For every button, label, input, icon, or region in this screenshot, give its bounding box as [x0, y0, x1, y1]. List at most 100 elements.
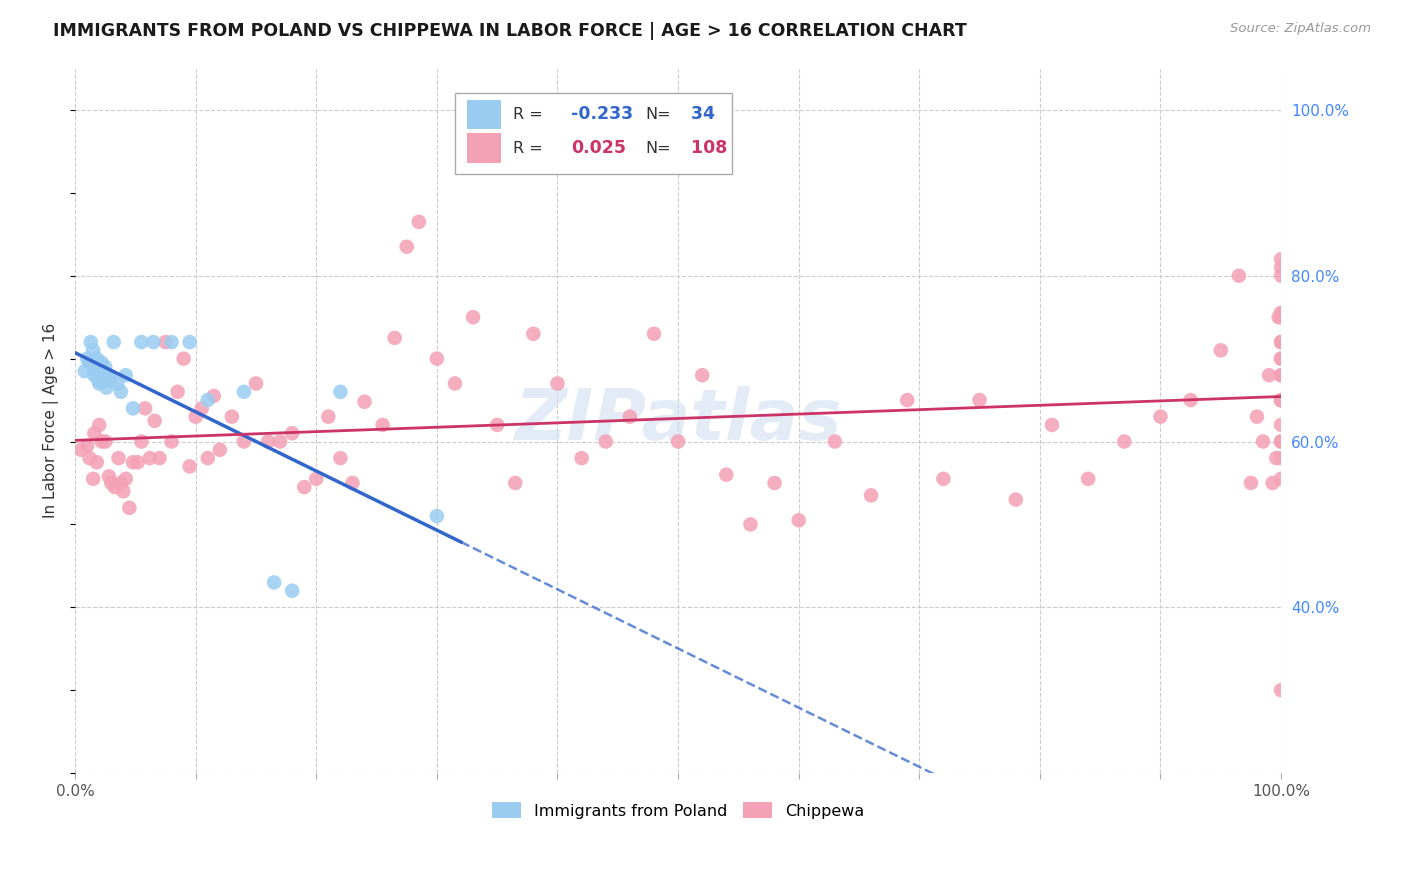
Point — [179, 334, 201, 349]
Point — [94, 359, 117, 374]
Point — [1258, 368, 1281, 383]
Text: 108: 108 — [685, 139, 728, 157]
Point — [96, 381, 118, 395]
Point — [1270, 472, 1292, 486]
Text: -0.233: -0.233 — [571, 105, 633, 123]
Point — [97, 469, 120, 483]
Point — [122, 401, 145, 416]
Point — [94, 434, 117, 449]
Point — [1040, 417, 1063, 432]
Point — [118, 500, 141, 515]
Point — [232, 384, 254, 399]
Text: ZIPatlas: ZIPatlas — [515, 386, 842, 455]
Point — [263, 575, 285, 590]
Point — [1004, 492, 1026, 507]
Point — [89, 376, 111, 391]
Point — [1270, 393, 1292, 408]
Point — [426, 509, 449, 524]
Point — [896, 393, 918, 408]
Point — [202, 389, 225, 403]
Point — [100, 475, 122, 490]
Point — [114, 472, 136, 486]
Point — [1114, 434, 1136, 449]
Point — [221, 409, 243, 424]
Y-axis label: In Labor Force | Age > 16: In Labor Force | Age > 16 — [44, 323, 59, 518]
Point — [1270, 351, 1292, 366]
Point — [547, 376, 569, 391]
Point — [131, 434, 153, 449]
Text: 0.025: 0.025 — [571, 139, 626, 157]
Point — [83, 426, 105, 441]
Point — [643, 326, 665, 341]
Point — [595, 434, 617, 449]
Text: 34: 34 — [685, 105, 716, 123]
Point — [112, 484, 135, 499]
Point — [166, 384, 188, 399]
Point — [1270, 393, 1292, 408]
Point — [305, 472, 328, 486]
Point — [90, 356, 112, 370]
Point — [127, 455, 149, 469]
Point — [1270, 306, 1292, 320]
Point — [82, 343, 104, 358]
Point — [444, 376, 467, 391]
Point — [969, 393, 991, 408]
Point — [522, 326, 544, 341]
Point — [70, 442, 93, 457]
FancyBboxPatch shape — [467, 100, 501, 129]
Point — [107, 451, 129, 466]
Point — [395, 240, 418, 254]
Legend: Immigrants from Poland, Chippewa: Immigrants from Poland, Chippewa — [486, 796, 870, 825]
Point — [103, 334, 125, 349]
Point — [342, 475, 364, 490]
Point — [114, 368, 136, 383]
Point — [82, 359, 104, 374]
Point — [408, 215, 430, 229]
Point — [142, 334, 165, 349]
Point — [110, 475, 132, 490]
Point — [666, 434, 689, 449]
Point — [79, 451, 101, 466]
Point — [179, 459, 201, 474]
Text: R =: R = — [513, 107, 543, 122]
Point — [110, 384, 132, 399]
Point — [86, 455, 108, 469]
FancyBboxPatch shape — [456, 93, 733, 174]
Text: N=: N= — [645, 107, 671, 122]
Point — [160, 434, 183, 449]
Text: IMMIGRANTS FROM POLAND VS CHIPPEWA IN LABOR FORCE | AGE > 16 CORRELATION CHART: IMMIGRANTS FROM POLAND VS CHIPPEWA IN LA… — [53, 22, 967, 40]
Point — [91, 375, 114, 389]
Point — [197, 393, 219, 408]
Point — [80, 334, 103, 349]
Point — [1077, 472, 1099, 486]
Point — [619, 409, 641, 424]
Point — [1270, 351, 1292, 366]
Point — [932, 472, 955, 486]
Point — [292, 480, 315, 494]
Point — [143, 414, 166, 428]
Point — [281, 583, 304, 598]
Point — [1270, 268, 1292, 283]
Point — [86, 364, 108, 378]
Point — [571, 451, 593, 466]
Point — [134, 401, 156, 416]
Point — [197, 451, 219, 466]
Point — [190, 401, 212, 416]
Point — [97, 368, 120, 383]
Point — [740, 517, 762, 532]
Point — [1270, 683, 1292, 698]
Point — [155, 334, 177, 349]
Point — [173, 351, 195, 366]
Point — [1270, 393, 1292, 408]
Point — [384, 331, 406, 345]
Point — [1270, 334, 1292, 349]
Text: Source: ZipAtlas.com: Source: ZipAtlas.com — [1230, 22, 1371, 36]
Point — [208, 442, 231, 457]
Point — [122, 455, 145, 469]
Point — [787, 513, 810, 527]
Point — [318, 409, 340, 424]
Text: N=: N= — [645, 141, 671, 155]
Point — [1270, 260, 1292, 275]
Point — [93, 366, 115, 380]
Point — [89, 361, 111, 376]
